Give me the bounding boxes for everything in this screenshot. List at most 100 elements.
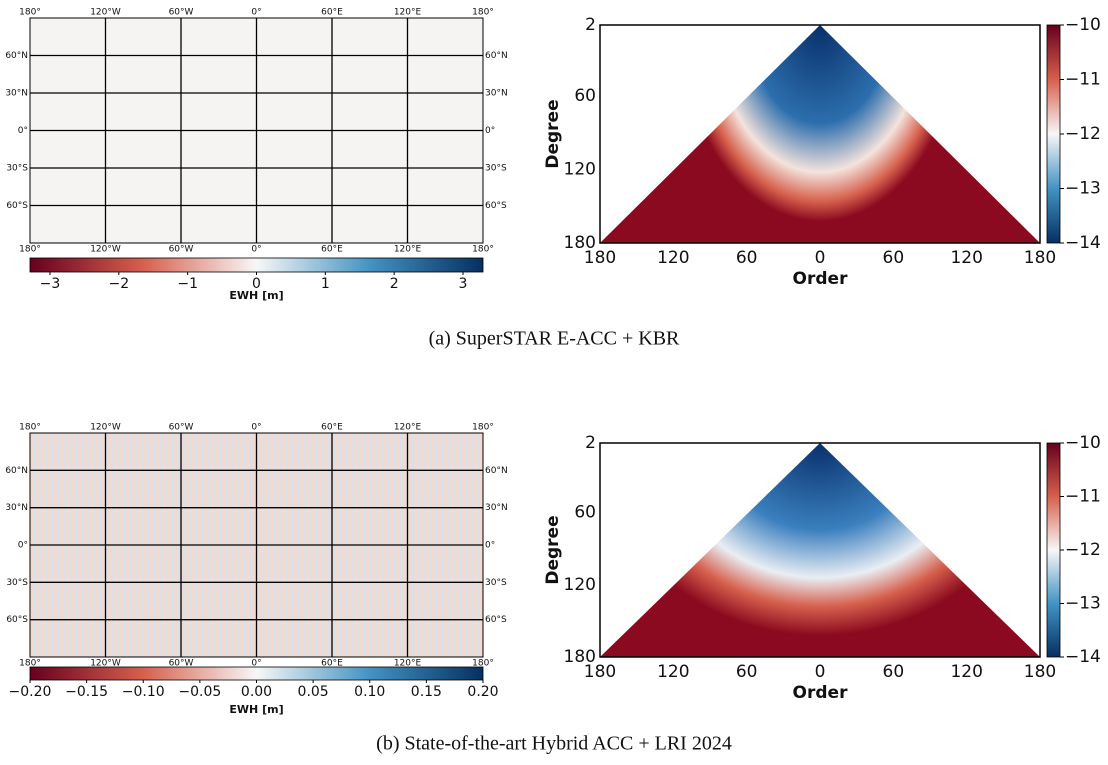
colorbar-tick-label: 3 — [459, 276, 468, 292]
y-tick-label: 120 — [564, 575, 596, 595]
colorbar-tick-label: −2 — [109, 276, 130, 292]
x-tick-label: 120 — [657, 662, 689, 682]
colorbar-tick-label: −14 — [1065, 647, 1101, 667]
lon-label-top: 60°W — [169, 8, 194, 18]
colorbar-tick-label: −10 — [1065, 433, 1101, 453]
lon-label-top: 180° — [19, 423, 41, 433]
colorbar-tick-label: 0 — [252, 276, 261, 292]
y-tick-label: 60 — [574, 503, 596, 523]
map-colorbar — [29, 257, 484, 273]
lon-label-top: 60°E — [321, 8, 343, 18]
spectrum-colorbar — [1046, 24, 1061, 244]
lon-label-top: 120°W — [90, 8, 121, 18]
lon-label-bottom: 120°W — [90, 245, 121, 255]
y-tick-label: 2 — [585, 15, 596, 35]
lon-label-top: 120°E — [394, 423, 422, 433]
lon-label-top: 60°W — [169, 423, 194, 433]
colorbar-tick-label: 0.10 — [354, 684, 385, 700]
colorbar-tick-label: −11 — [1065, 487, 1101, 507]
colorbar-tick-label: 0.15 — [411, 684, 442, 700]
lon-label-bottom: 60°E — [321, 659, 343, 669]
colorbar-tick-label: −0.05 — [178, 684, 221, 700]
x-tick-label: 0 — [815, 248, 826, 268]
x-tick-label: 180 — [1024, 662, 1056, 682]
lon-label-top: 180° — [472, 423, 494, 433]
lon-label-top: 0° — [251, 423, 261, 433]
lon-label-bottom: 0° — [251, 659, 261, 669]
lon-label-top: 120°E — [394, 8, 422, 18]
x-tick-label: 60 — [883, 248, 905, 268]
x-tick-label: 120 — [950, 662, 982, 682]
colorbar-tick-label: −13 — [1065, 594, 1101, 614]
lon-label-top: 120°W — [90, 423, 121, 433]
y-tick-label: 60 — [574, 86, 596, 106]
spectrum-frame — [599, 24, 1041, 244]
colorbar-tick-label: −10 — [1065, 15, 1101, 35]
lon-label-bottom: 120°E — [394, 245, 422, 255]
spectrum-colorbar — [1046, 442, 1061, 658]
lat-label-left: 60°S — [6, 615, 28, 625]
lon-label-bottom: 0° — [251, 245, 261, 255]
x-tick-label: 0 — [815, 662, 826, 682]
colorbar-tick-label: −11 — [1065, 70, 1101, 90]
lon-label-bottom: 180° — [472, 245, 494, 255]
colorbar-label: EWH [m] — [229, 703, 283, 716]
y-tick-label: 180 — [564, 647, 596, 667]
x-tick-label: 60 — [736, 248, 758, 268]
lat-label-right: 30°N — [485, 89, 508, 99]
lon-label-bottom: 180° — [472, 659, 494, 669]
lat-label-right: 60°N — [485, 51, 508, 61]
colorbar-tick-label: −0.10 — [122, 684, 165, 700]
colorbar-tick-label: 0.05 — [298, 684, 329, 700]
lat-label-right: 30°S — [485, 164, 507, 174]
spectrum-frame — [599, 442, 1041, 658]
lon-label-bottom: 120°W — [90, 659, 121, 669]
x-tick-label: 120 — [657, 248, 689, 268]
lon-label-top: 180° — [19, 8, 41, 18]
lat-label-left: 30°S — [6, 578, 28, 588]
lon-label-top: 0° — [251, 8, 261, 18]
y-axis-label: Degree — [543, 99, 563, 168]
lat-label-right: 0° — [485, 541, 495, 551]
lat-label-left: 30°N — [5, 89, 28, 99]
colorbar-tick-label: 2 — [390, 276, 399, 292]
lat-label-right: 0° — [485, 126, 495, 136]
colorbar-tick-label: −12 — [1065, 540, 1101, 560]
lon-label-bottom: 60°E — [321, 245, 343, 255]
x-tick-label: 60 — [736, 662, 758, 682]
x-axis-label: Order — [793, 683, 849, 703]
x-axis-label: Order — [793, 269, 849, 289]
x-tick-label: 180 — [584, 662, 616, 682]
colorbar-tick-label: −0.20 — [9, 684, 52, 700]
lat-label-left: 30°N — [5, 503, 28, 513]
x-tick-label: 180 — [584, 248, 616, 268]
lat-label-left: 0° — [18, 126, 28, 136]
spectrum-triangle — [600, 443, 1040, 657]
colorbar-tick-label: −0.15 — [65, 684, 108, 700]
lat-label-left: 30°S — [6, 164, 28, 174]
lon-label-bottom: 180° — [19, 245, 41, 255]
lat-label-left: 60°N — [5, 51, 28, 61]
lat-label-left: 0° — [18, 541, 28, 551]
lat-label-right: 60°S — [485, 201, 507, 211]
y-axis-label: Degree — [543, 515, 563, 584]
lat-label-right: 30°N — [485, 503, 508, 513]
map-frame — [29, 17, 484, 244]
colorbar-tick-label: 0.00 — [241, 684, 272, 700]
colorbar-tick-label: 0.20 — [467, 684, 498, 700]
lon-label-bottom: 120°E — [394, 659, 422, 669]
lon-label-bottom: 60°W — [169, 245, 194, 255]
lat-label-right: 60°S — [485, 615, 507, 625]
lat-label-left: 60°S — [6, 201, 28, 211]
lat-label-left: 60°N — [5, 466, 28, 476]
lon-label-top: 180° — [472, 8, 494, 18]
x-tick-label: 120 — [950, 248, 982, 268]
lat-label-right: 30°S — [485, 578, 507, 588]
spectrum-triangle — [600, 25, 1040, 243]
map-colorbar — [29, 666, 484, 681]
colorbar-tick-label: −1 — [177, 276, 198, 292]
y-tick-label: 120 — [564, 160, 596, 180]
y-tick-label: 180 — [564, 233, 596, 253]
